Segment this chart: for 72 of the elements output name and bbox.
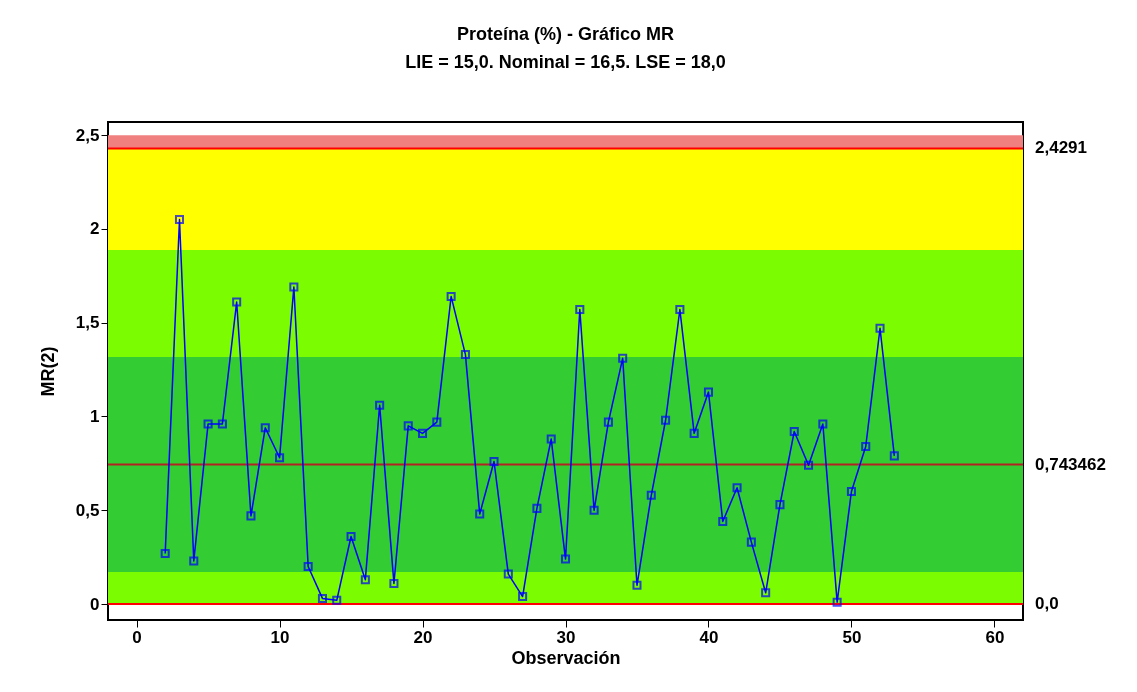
ref-line-label: 0,743462 bbox=[1035, 454, 1106, 474]
point bbox=[503, 569, 513, 579]
x-tick-label: 0 bbox=[132, 627, 142, 647]
point bbox=[375, 400, 385, 410]
y-tick-label: 2,5 bbox=[75, 125, 100, 145]
point bbox=[346, 532, 356, 542]
point bbox=[646, 490, 656, 500]
chart-subtitle: LIE = 15,0. Nominal = 16,5. LSE = 18,0 bbox=[405, 52, 726, 72]
point bbox=[846, 486, 856, 497]
point bbox=[460, 350, 470, 360]
point bbox=[260, 423, 270, 433]
point bbox=[575, 305, 585, 315]
x-tick-label: 20 bbox=[413, 627, 433, 647]
point bbox=[189, 556, 199, 566]
y-axis-title: MR(2) bbox=[37, 346, 58, 397]
point bbox=[303, 562, 313, 572]
x-tick-label: 10 bbox=[270, 627, 290, 647]
point bbox=[889, 451, 899, 461]
point bbox=[332, 595, 342, 605]
point bbox=[518, 592, 528, 602]
point bbox=[818, 419, 828, 429]
point bbox=[875, 323, 885, 333]
point bbox=[475, 509, 485, 519]
y-tick-label: 0 bbox=[90, 594, 100, 614]
point bbox=[775, 500, 785, 510]
point bbox=[718, 516, 728, 527]
x-tick-label: 30 bbox=[556, 627, 576, 647]
y-tick-label: 1,5 bbox=[75, 313, 100, 333]
point bbox=[418, 428, 428, 438]
x-tick-label: 50 bbox=[842, 627, 862, 647]
point bbox=[217, 419, 227, 429]
y-tick-label: 1 bbox=[90, 406, 100, 426]
point bbox=[360, 575, 370, 585]
point bbox=[203, 419, 213, 429]
point bbox=[289, 282, 299, 292]
point bbox=[861, 441, 871, 452]
x-axis-title: Observación bbox=[511, 647, 621, 668]
point bbox=[560, 554, 571, 564]
point bbox=[703, 387, 713, 397]
point bbox=[732, 483, 742, 493]
point bbox=[489, 456, 499, 467]
point bbox=[632, 580, 642, 590]
point bbox=[832, 597, 842, 607]
ref-line-label: 2,4291 bbox=[1035, 138, 1087, 158]
point bbox=[389, 578, 399, 588]
point bbox=[232, 297, 242, 307]
point bbox=[446, 291, 456, 301]
point bbox=[761, 588, 771, 598]
point bbox=[317, 593, 327, 603]
point bbox=[160, 548, 170, 558]
point bbox=[675, 305, 685, 315]
point bbox=[546, 434, 556, 444]
x-tick-label: 60 bbox=[985, 627, 1005, 647]
point bbox=[532, 503, 542, 513]
point bbox=[689, 428, 699, 438]
chart-title: Proteína (%) - Gráfico MR bbox=[456, 24, 675, 44]
point bbox=[246, 511, 256, 521]
point bbox=[432, 417, 442, 427]
point bbox=[174, 215, 185, 225]
point bbox=[789, 426, 799, 437]
point bbox=[804, 460, 814, 470]
point bbox=[661, 415, 671, 425]
point bbox=[403, 421, 413, 431]
x-tick-label: 40 bbox=[699, 627, 719, 647]
point bbox=[589, 505, 599, 515]
point bbox=[746, 537, 756, 547]
y-tick-label: 2 bbox=[90, 219, 100, 239]
y-tick-label: 0,5 bbox=[75, 500, 100, 520]
point bbox=[603, 417, 613, 427]
point bbox=[275, 453, 285, 463]
point bbox=[618, 353, 628, 363]
ref-line-label: 0,0 bbox=[1035, 594, 1059, 614]
